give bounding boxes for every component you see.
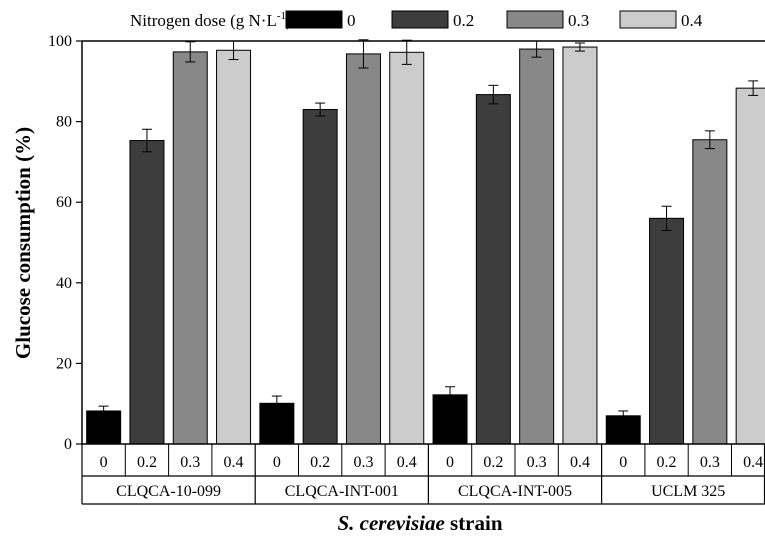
legend-label: 0.2 bbox=[453, 11, 474, 30]
legend-label: 0 bbox=[347, 11, 356, 30]
y-axis-ticks: 0 20 40 60 80 100 bbox=[48, 33, 82, 453]
category-label: 0.4 bbox=[743, 454, 763, 471]
category-label: 0.4 bbox=[224, 454, 244, 471]
axes bbox=[81, 40, 765, 445]
category-label: 0.4 bbox=[397, 454, 417, 471]
category-label: 0 bbox=[273, 454, 281, 471]
bar bbox=[519, 48, 555, 445]
bar bbox=[475, 94, 511, 445]
bar bbox=[649, 217, 685, 445]
category-label: 0 bbox=[100, 454, 108, 471]
legend-title: Nitrogen dose (g N·L-1): bbox=[130, 10, 296, 30]
y-tick-label: 100 bbox=[48, 33, 72, 50]
y-tick-label: 0 bbox=[64, 436, 72, 453]
bars bbox=[86, 39, 765, 445]
y-tick-label: 40 bbox=[56, 275, 72, 292]
bar bbox=[216, 49, 252, 445]
legend-swatch bbox=[619, 10, 677, 29]
bar bbox=[735, 87, 765, 445]
bar bbox=[389, 51, 425, 445]
legend-label: 0.4 bbox=[681, 11, 703, 30]
y-axis-title: Glucose consumption (%) bbox=[11, 127, 35, 359]
legend: Nitrogen dose (g N·L-1): 0 0.2 0.3 0.4 bbox=[130, 10, 703, 30]
legend-label: 0.3 bbox=[568, 11, 589, 30]
category-label: 0.2 bbox=[137, 454, 157, 471]
bar bbox=[345, 53, 381, 445]
legend-swatch bbox=[506, 10, 564, 29]
category-label: 0.2 bbox=[657, 454, 677, 471]
category-label: 0.3 bbox=[353, 454, 373, 471]
category-label: 0.3 bbox=[527, 454, 547, 471]
legend-swatch bbox=[391, 10, 449, 29]
category-label: 0.2 bbox=[483, 454, 503, 471]
category-label: 0 bbox=[619, 454, 627, 471]
category-label: 0.3 bbox=[180, 454, 200, 471]
x-axis-title: S. cerevisiae strain bbox=[337, 511, 502, 535]
bar bbox=[562, 46, 598, 445]
bar bbox=[302, 109, 338, 445]
group-label: UCLM 325 bbox=[651, 483, 725, 500]
bar bbox=[172, 51, 208, 445]
legend-items: 0 0.2 0.3 0.4 bbox=[285, 10, 703, 30]
category-label: 0.3 bbox=[700, 454, 720, 471]
category-label: 0.4 bbox=[570, 454, 590, 471]
category-label: 0.2 bbox=[310, 454, 330, 471]
group-label: CLQCA-INT-001 bbox=[285, 483, 399, 500]
legend-swatch bbox=[285, 10, 343, 29]
y-tick-label: 80 bbox=[56, 114, 72, 131]
y-tick-label: 20 bbox=[56, 355, 72, 372]
bar bbox=[129, 140, 165, 445]
group-label: CLQCA-10-099 bbox=[116, 483, 221, 500]
group-label: CLQCA-INT-005 bbox=[458, 483, 572, 500]
bar bbox=[692, 139, 728, 445]
category-label: 0 bbox=[446, 454, 454, 471]
y-tick-label: 60 bbox=[56, 194, 72, 211]
